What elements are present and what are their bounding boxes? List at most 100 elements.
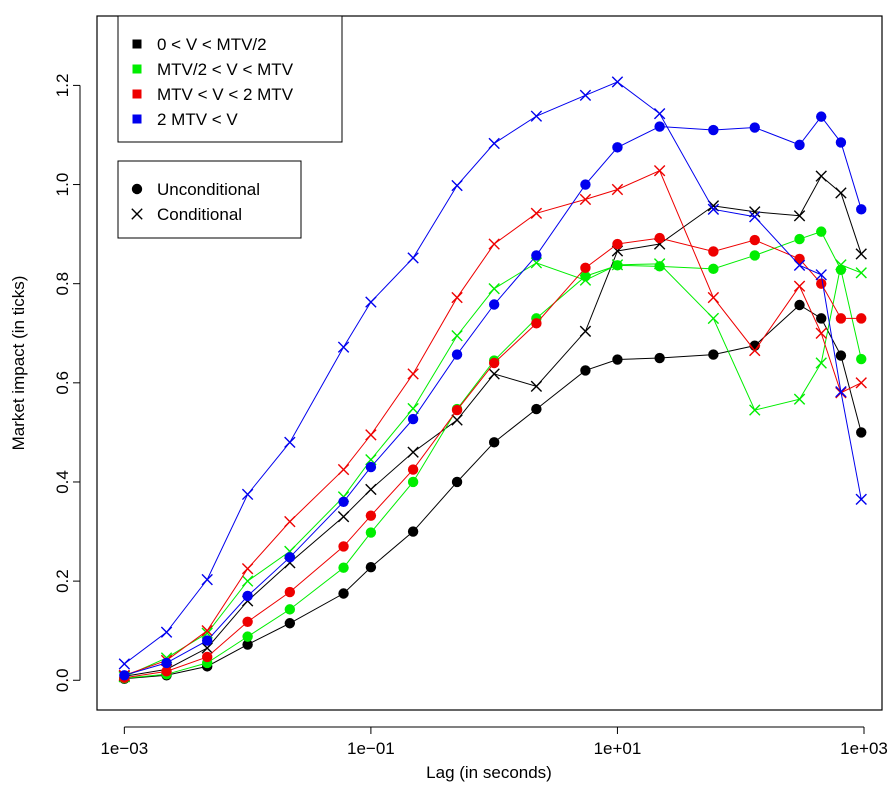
data-point — [451, 330, 463, 342]
data-point — [242, 631, 253, 642]
cross-stroke — [160, 626, 173, 638]
data-point — [707, 312, 720, 325]
cross-stroke — [611, 183, 624, 196]
axes: 1e−03 1e−01 1e+01 1e+03 0.0 0.2 0.4 0.6 0.8 1.0 1.… — [53, 74, 888, 758]
cross-stroke — [611, 259, 624, 271]
data-point — [242, 616, 253, 627]
series-line — [124, 81, 862, 665]
legend-label: Conditional — [157, 205, 242, 224]
x-tick-label: 1e−01 — [347, 739, 395, 758]
data-point — [451, 291, 463, 304]
data-point — [407, 476, 419, 488]
data-point — [365, 296, 377, 308]
cross-stroke — [855, 248, 867, 260]
legend-layer: 0 < V < MTV/2 MTV/2 < V < MTV MTV < V < 2 … — [117, 15, 343, 239]
cross-stroke — [815, 327, 827, 339]
cross-stroke — [855, 267, 867, 279]
cross-stroke — [579, 274, 592, 286]
data-point — [856, 204, 867, 215]
data-point — [855, 377, 867, 389]
data-point — [488, 357, 500, 369]
data-point — [119, 670, 130, 681]
data-point — [242, 639, 253, 650]
data-point — [793, 259, 806, 272]
cross-stroke — [835, 386, 847, 398]
data-point — [451, 404, 463, 416]
cross-stroke — [793, 393, 806, 405]
data-point — [451, 414, 463, 426]
data-point — [531, 318, 542, 329]
cross-stroke — [488, 137, 500, 150]
series-line — [124, 175, 862, 677]
data-point — [749, 206, 761, 218]
data-point — [816, 278, 827, 289]
x-axis-title: Lag (in seconds) — [426, 763, 552, 782]
data-point — [337, 341, 350, 353]
data-point — [242, 590, 253, 602]
cross-stroke — [407, 446, 419, 458]
data-point — [793, 280, 806, 292]
data-point — [530, 207, 543, 219]
legend-swatch — [132, 39, 142, 49]
cross-stroke — [365, 296, 377, 308]
legend-label: MTV < V < 2 MTV — [157, 85, 294, 104]
data-point — [365, 483, 377, 496]
data-point — [531, 403, 542, 415]
data-point — [749, 404, 761, 416]
cross-stroke — [749, 211, 761, 223]
data-point — [749, 122, 760, 133]
legend-label: MTV/2 < V < MTV — [157, 60, 294, 79]
data-point — [794, 139, 805, 151]
cross-stroke — [793, 259, 806, 272]
data-point — [407, 464, 419, 475]
data-point — [793, 210, 806, 222]
data-point — [284, 436, 296, 449]
data-point — [815, 327, 827, 339]
data-point — [794, 253, 805, 265]
data-point — [793, 393, 806, 405]
cross-stroke — [131, 208, 143, 220]
cross-stroke — [337, 510, 350, 523]
data-point — [241, 563, 254, 575]
data-point — [201, 624, 213, 637]
x-tick-label: 1e−03 — [100, 739, 148, 758]
cross-stroke — [707, 312, 720, 325]
cross-stroke — [451, 414, 463, 426]
data-point — [201, 651, 213, 663]
cross-stroke — [488, 238, 500, 250]
data-point — [284, 618, 296, 629]
cross-stroke — [749, 404, 761, 416]
data-point — [815, 269, 827, 281]
data-point — [365, 527, 377, 538]
data-point — [835, 137, 847, 148]
data-point — [653, 258, 666, 270]
cross-stroke — [835, 259, 847, 271]
data-point — [365, 429, 377, 441]
data-point — [611, 259, 624, 271]
cross-stroke — [530, 257, 543, 269]
data-point — [530, 380, 543, 392]
series-conditional — [118, 170, 867, 682]
data-point — [653, 107, 666, 120]
series-unconditional — [119, 232, 867, 683]
series-unconditional — [119, 226, 867, 684]
legend-box: 0 < V < MTV/2 MTV/2 < V < MTV MTV < V < 2 … — [117, 15, 343, 143]
cross-stroke — [407, 368, 419, 380]
data-point — [749, 344, 761, 357]
plot-frame — [96, 15, 883, 711]
cross-stroke — [451, 330, 463, 342]
cross-stroke — [707, 291, 720, 304]
cross-stroke — [530, 380, 543, 392]
data-point — [451, 349, 463, 360]
legend-frame — [117, 160, 302, 239]
cross-stroke — [337, 341, 350, 353]
data-point — [338, 541, 349, 552]
legend-swatch — [132, 64, 142, 74]
cross-stroke — [793, 210, 806, 222]
data-point — [612, 142, 623, 153]
cross-stroke — [241, 575, 254, 587]
cross-stroke — [653, 107, 666, 120]
data-point — [488, 137, 500, 150]
data-point — [835, 187, 847, 199]
data-point — [794, 299, 805, 311]
